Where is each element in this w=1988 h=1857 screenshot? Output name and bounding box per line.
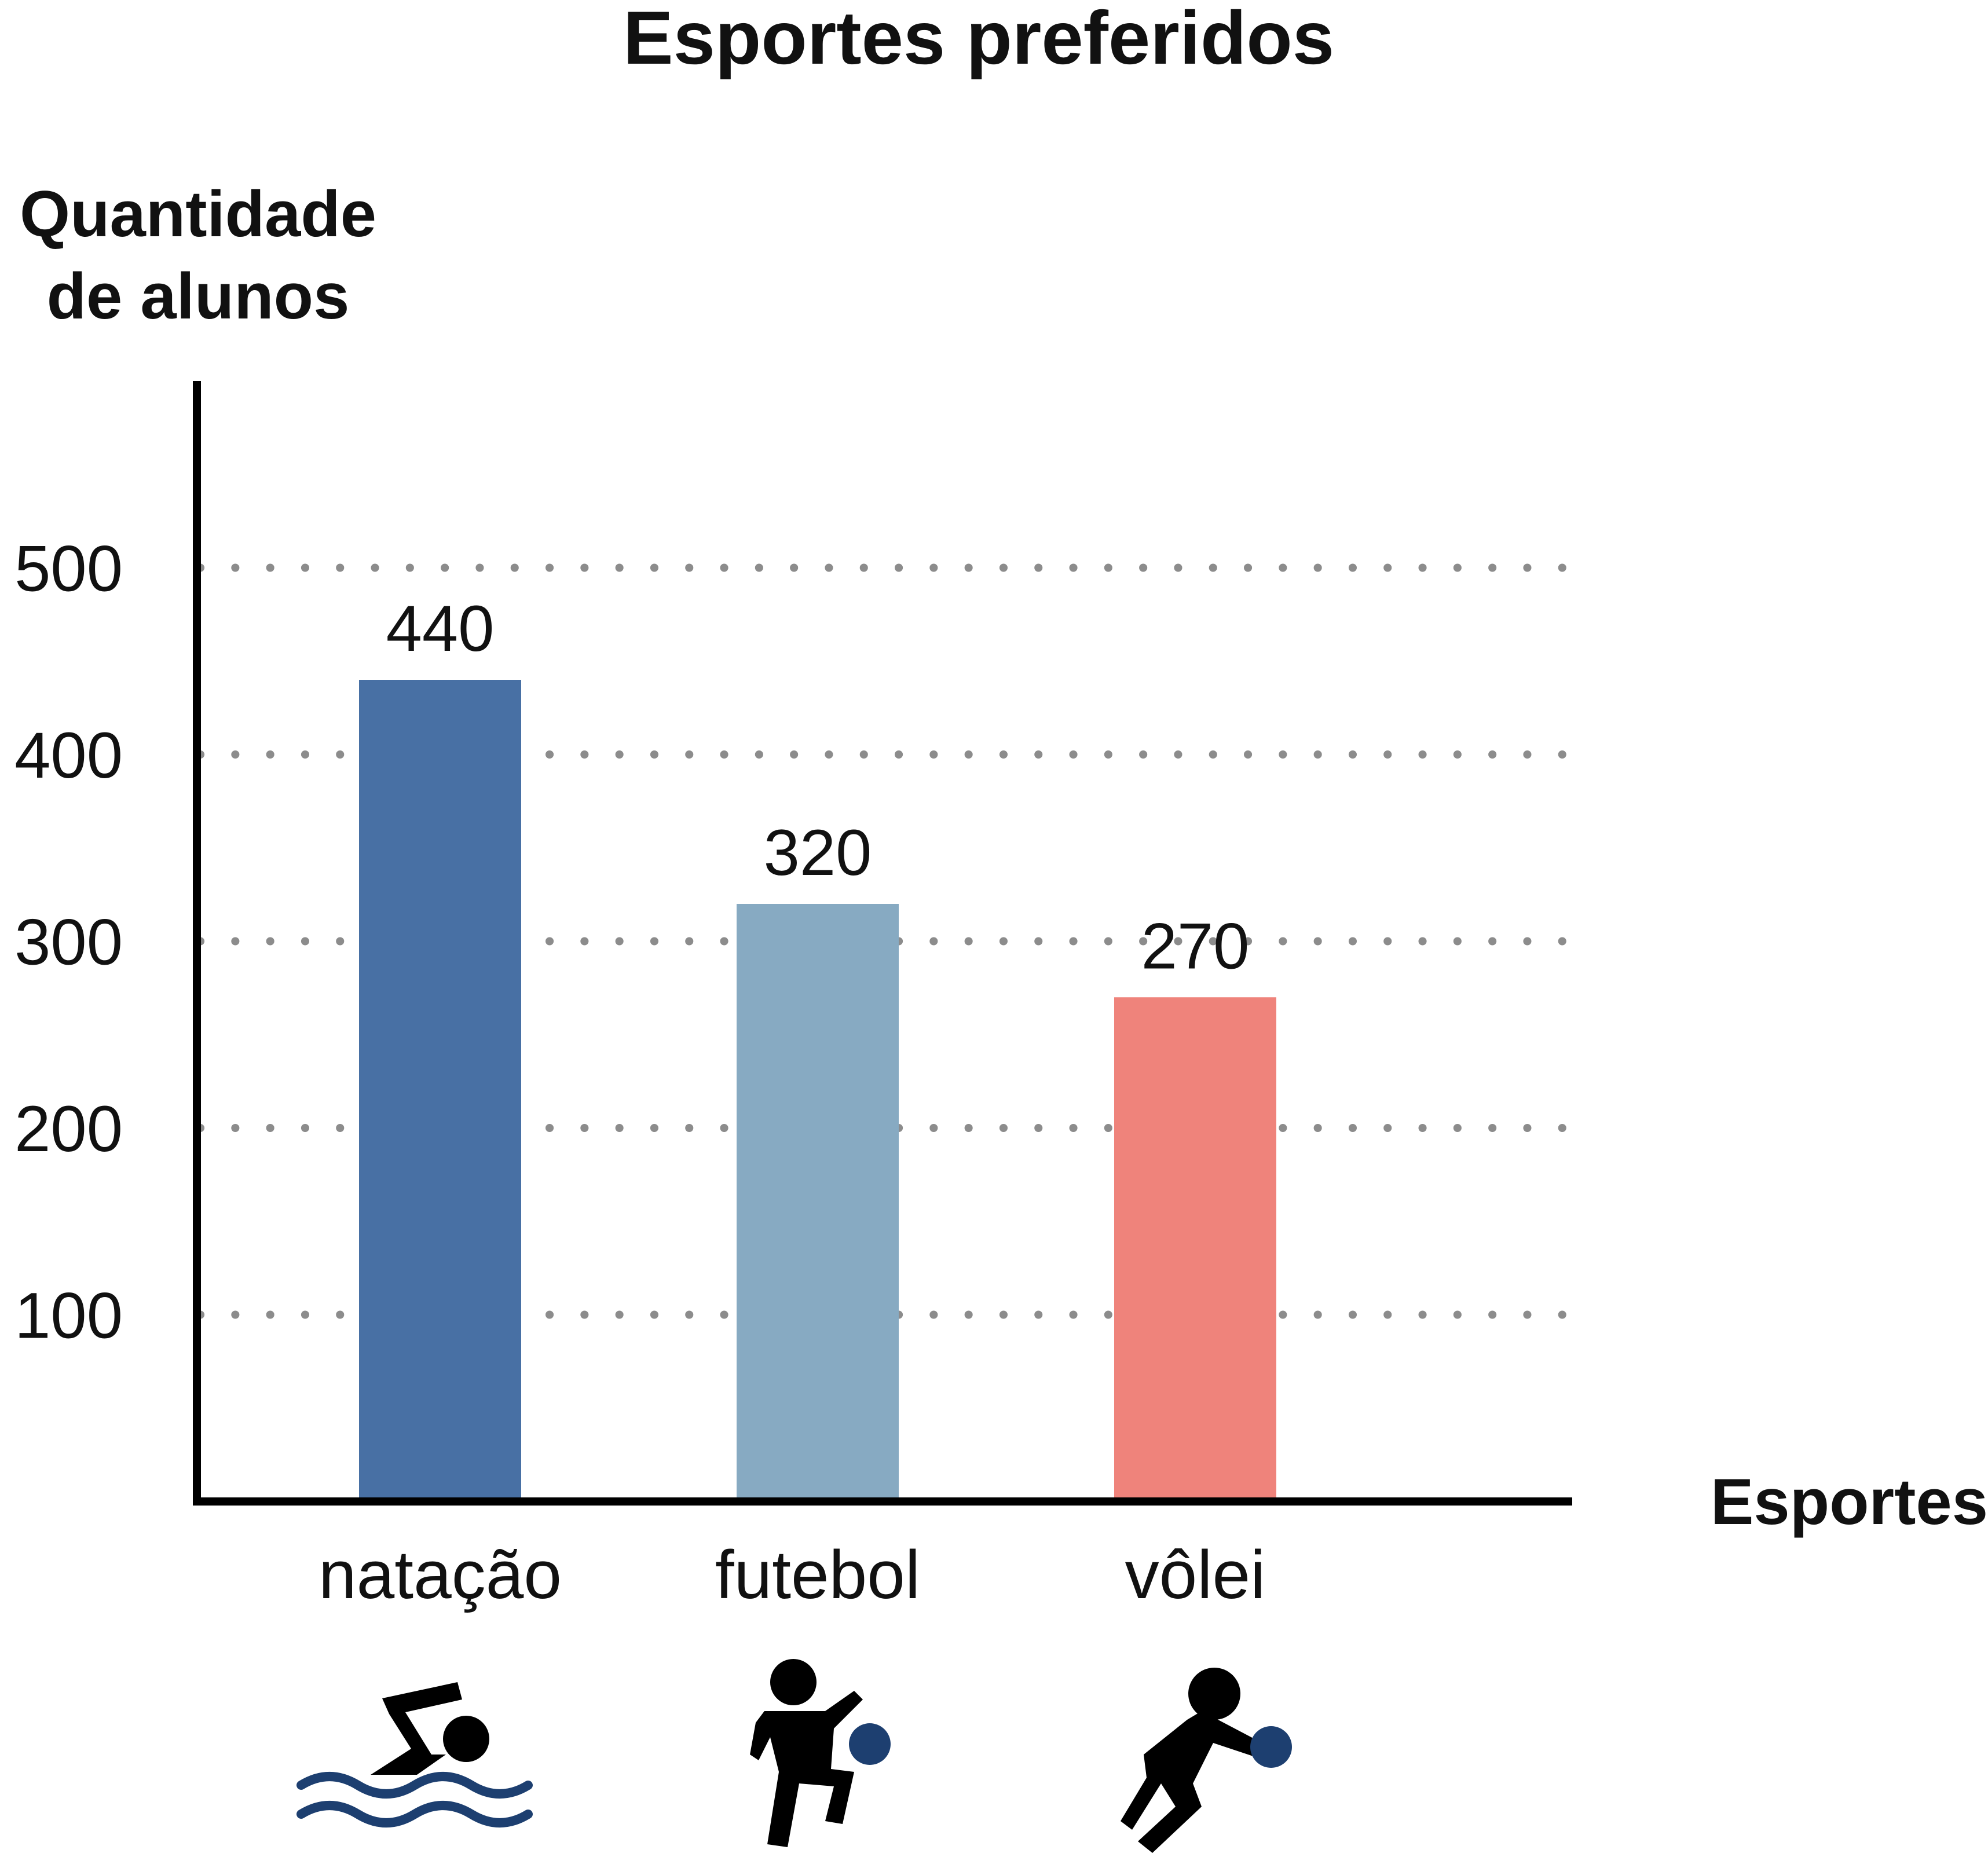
swimmer-icon bbox=[296, 1682, 533, 1827]
data-label-2: 320 bbox=[764, 816, 872, 889]
y-axis-label-line-2: de alunos bbox=[47, 260, 350, 332]
x-tick-label-3: vôlei bbox=[1125, 1537, 1266, 1613]
bar-1 bbox=[359, 680, 521, 1501]
soccer-player-icon bbox=[750, 1659, 891, 1847]
data-label-1: 440 bbox=[386, 592, 495, 665]
y-tick-label-500: 500 bbox=[14, 533, 123, 605]
bar-3 bbox=[1114, 997, 1276, 1501]
x-axis-label: Esportes bbox=[1711, 1466, 1988, 1538]
data-label-3: 270 bbox=[1141, 910, 1250, 982]
volleyball-player-icon bbox=[1121, 1668, 1292, 1853]
y-tick-label-400: 400 bbox=[14, 719, 123, 792]
bar-2 bbox=[737, 904, 899, 1501]
y-tick-label-300: 300 bbox=[14, 906, 123, 979]
y-axis-label-line-1: Quantidade bbox=[20, 178, 376, 250]
x-tick-label-1: natação bbox=[318, 1537, 562, 1613]
x-tick-label-2: futebol bbox=[715, 1537, 920, 1613]
y-tick-label-200: 200 bbox=[14, 1093, 123, 1165]
y-tick-label-100: 100 bbox=[14, 1280, 123, 1352]
chart-title: Esportes preferidos bbox=[623, 0, 1334, 80]
